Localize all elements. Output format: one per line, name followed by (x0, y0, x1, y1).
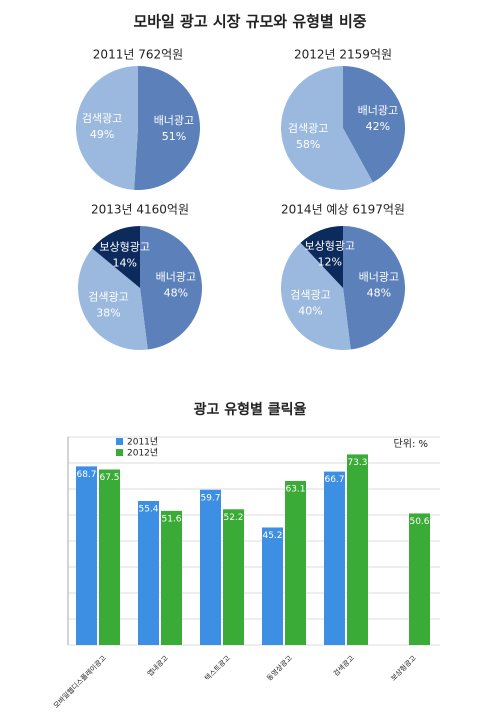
slice-label: 배너광고 (156, 271, 196, 284)
slice-label: 검색광고 (82, 112, 122, 125)
slice-label: 보상형광고 (99, 240, 150, 253)
legend-swatch (116, 449, 123, 456)
bar-value: 73.3 (347, 458, 367, 468)
slice-value: 48% (164, 287, 188, 300)
legend-swatch (116, 438, 123, 445)
pie-title: 2011년 762억원 (93, 48, 183, 62)
pie-slice (343, 226, 405, 350)
bar (409, 513, 430, 645)
pie-slice (140, 226, 202, 350)
legend-label: 2012년 (127, 448, 158, 459)
bar (76, 466, 97, 645)
slice-value: 12% (318, 256, 342, 269)
slice-value: 14% (112, 256, 136, 269)
bar (200, 489, 221, 645)
pie-slice (92, 226, 140, 288)
bar (347, 454, 368, 645)
bar (138, 500, 159, 645)
bar-value: 50.6 (409, 517, 429, 527)
slice-label: 검색광고 (290, 288, 330, 301)
pie-title: 2014년 예상 6197억원 (281, 203, 405, 217)
slice-value: 58% (296, 138, 320, 151)
slice-value: 51% (162, 130, 186, 143)
pie-slice (280, 66, 373, 191)
x-tick-label: 보상형광고 (389, 653, 419, 683)
legend-label: 2011년 (127, 437, 158, 448)
slice-label: 검색광고 (288, 122, 328, 135)
slice-value: 49% (90, 128, 114, 141)
pie-slice (300, 226, 343, 288)
bar-value: 52.2 (223, 513, 243, 523)
bar-value: 51.6 (161, 514, 181, 524)
x-tick-label: 앱내광고 (145, 653, 170, 678)
x-tick-label: 검색광고 (331, 653, 356, 678)
bar-value: 55.4 (138, 504, 158, 514)
bar-value: 63.1 (285, 484, 305, 494)
x-tick-label: 텍스트광고 (203, 653, 233, 683)
pie-title: 2012년 2159억원 (294, 48, 392, 62)
bar (324, 471, 345, 645)
bar (99, 469, 120, 645)
slice-value: 42% (366, 120, 390, 133)
pie-slice (281, 242, 351, 350)
bar-value: 45.2 (262, 531, 282, 541)
pie-title: 2013년 4160억원 (91, 203, 189, 217)
chart-title: 광고 유형별 클릭율 (194, 401, 307, 418)
unit-note: 단위: % (394, 437, 428, 450)
bar-value: 67.5 (99, 473, 119, 483)
slice-label: 배너광고 (359, 271, 399, 284)
bar-value: 66.7 (324, 475, 344, 485)
pie-slice (134, 66, 201, 190)
slice-value: 40% (298, 304, 322, 317)
bar-value: 68.7 (76, 470, 96, 480)
pie-slice (78, 248, 148, 350)
bar (223, 509, 244, 645)
main-title: 모바일 광고 시장 규모와 유형별 비중 (133, 13, 366, 31)
bar (262, 527, 283, 645)
slice-label: 배너광고 (358, 104, 398, 117)
bar-value: 59.7 (200, 493, 220, 503)
bar (285, 480, 306, 645)
slice-label: 배너광고 (154, 114, 194, 127)
bar (161, 510, 182, 645)
slice-label: 검색광고 (88, 290, 128, 303)
slice-label: 보상형광고 (304, 240, 355, 253)
pie-slice (343, 66, 405, 183)
slice-value: 38% (96, 306, 120, 319)
slice-value: 48% (367, 287, 391, 300)
x-tick-label: 동영상광고 (265, 653, 295, 683)
x-tick-label: 모바일웹디스플레이광고 (51, 653, 108, 710)
pie-slice (76, 66, 138, 190)
